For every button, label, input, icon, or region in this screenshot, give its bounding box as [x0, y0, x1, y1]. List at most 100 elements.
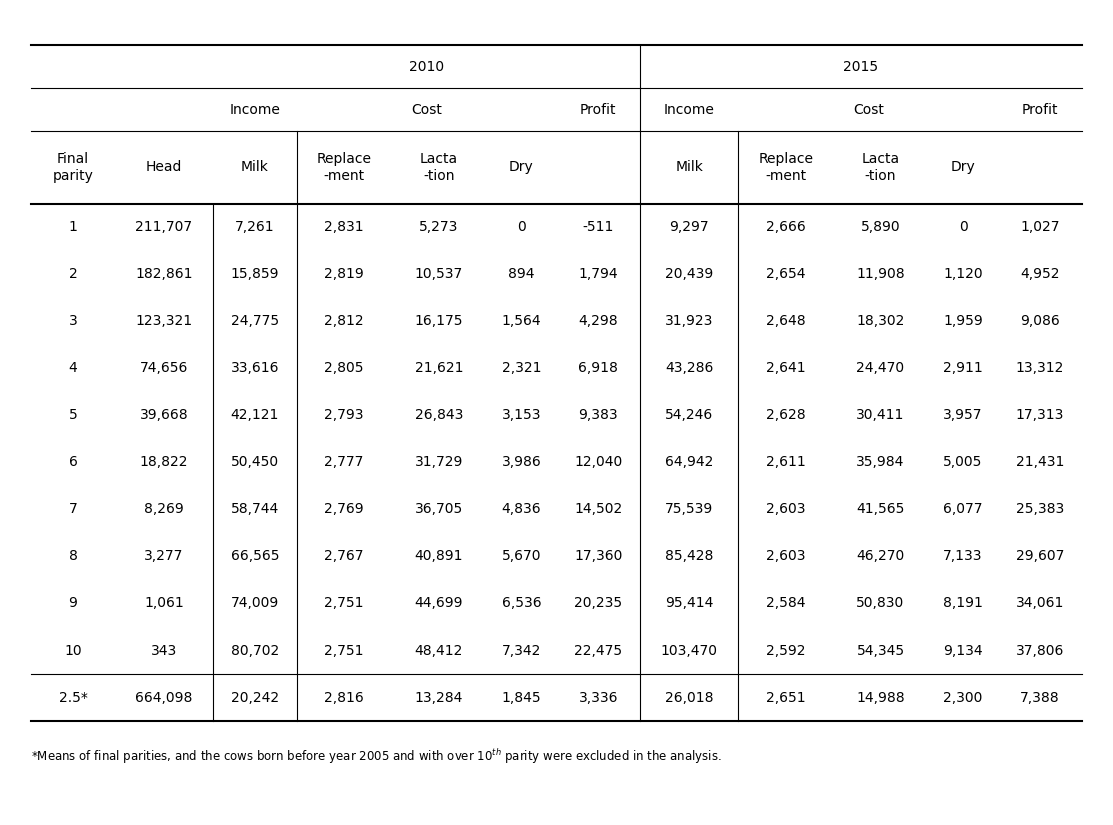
Text: 8: 8 [69, 549, 78, 563]
Text: 664,098: 664,098 [135, 691, 193, 705]
Text: 2,769: 2,769 [324, 502, 364, 516]
Text: 30,411: 30,411 [856, 408, 905, 422]
Text: 211,707: 211,707 [136, 220, 193, 234]
Text: 2,812: 2,812 [324, 314, 364, 328]
Text: Profit: Profit [1022, 103, 1058, 116]
Text: 7,261: 7,261 [235, 220, 275, 234]
Text: Cost: Cost [853, 103, 884, 116]
Text: Dry: Dry [951, 161, 975, 174]
Text: 8,269: 8,269 [144, 502, 184, 516]
Text: 3,986: 3,986 [502, 455, 541, 469]
Text: 25,383: 25,383 [1016, 502, 1064, 516]
Text: 7,133: 7,133 [944, 549, 983, 563]
Text: 182,861: 182,861 [135, 267, 193, 281]
Text: 7,342: 7,342 [502, 644, 541, 658]
Text: 1,027: 1,027 [1021, 220, 1060, 234]
Text: Cost: Cost [411, 103, 442, 116]
Text: 2,751: 2,751 [324, 596, 364, 610]
Text: 20,235: 20,235 [574, 596, 622, 610]
Text: 1: 1 [69, 220, 78, 234]
Text: 54,246: 54,246 [666, 408, 713, 422]
Text: 41,565: 41,565 [856, 502, 905, 516]
Text: 5,273: 5,273 [420, 220, 459, 234]
Text: 48,412: 48,412 [415, 644, 463, 658]
Text: 2,654: 2,654 [766, 267, 806, 281]
Text: Dry: Dry [509, 161, 534, 174]
Text: 80,702: 80,702 [230, 644, 279, 658]
Text: 2,666: 2,666 [766, 220, 806, 234]
Text: 0: 0 [958, 220, 967, 234]
Text: 4,952: 4,952 [1021, 267, 1060, 281]
Text: 50,830: 50,830 [856, 596, 905, 610]
Text: 2,641: 2,641 [766, 361, 806, 375]
Text: 0: 0 [518, 220, 525, 234]
Text: 17,360: 17,360 [574, 549, 622, 563]
Text: 20,242: 20,242 [230, 691, 279, 705]
Text: 66,565: 66,565 [230, 549, 279, 563]
Text: Income: Income [229, 103, 280, 116]
Text: 4,836: 4,836 [502, 502, 541, 516]
Text: 35,984: 35,984 [856, 455, 905, 469]
Text: Income: Income [663, 103, 715, 116]
Text: 2,651: 2,651 [766, 691, 806, 705]
Text: 9,383: 9,383 [579, 408, 618, 422]
Text: 22,475: 22,475 [574, 644, 622, 658]
Text: 34,061: 34,061 [1016, 596, 1064, 610]
Text: 1,959: 1,959 [943, 314, 983, 328]
Text: 9,086: 9,086 [1021, 314, 1060, 328]
Text: 13,284: 13,284 [415, 691, 463, 705]
Text: 123,321: 123,321 [136, 314, 193, 328]
Text: 6,077: 6,077 [944, 502, 983, 516]
Text: 5,890: 5,890 [860, 220, 900, 234]
Text: 10: 10 [65, 644, 81, 658]
Text: 24,775: 24,775 [230, 314, 279, 328]
Text: 50,450: 50,450 [230, 455, 279, 469]
Text: 6: 6 [69, 455, 78, 469]
Text: 2010: 2010 [408, 60, 444, 73]
Text: 17,313: 17,313 [1016, 408, 1064, 422]
Text: 31,923: 31,923 [666, 314, 713, 328]
Text: 3,277: 3,277 [145, 549, 184, 563]
Text: 2,793: 2,793 [324, 408, 364, 422]
Text: 24,470: 24,470 [856, 361, 905, 375]
Text: 43,286: 43,286 [666, 361, 713, 375]
Text: 54,345: 54,345 [856, 644, 905, 658]
Text: 14,502: 14,502 [574, 502, 622, 516]
Text: 7: 7 [69, 502, 78, 516]
Text: 6,536: 6,536 [502, 596, 541, 610]
Text: 3,336: 3,336 [579, 691, 618, 705]
Text: 4: 4 [69, 361, 78, 375]
Text: Replace
-ment: Replace -ment [758, 152, 814, 183]
Text: 2,767: 2,767 [324, 549, 364, 563]
Text: 2,584: 2,584 [766, 596, 806, 610]
Text: 26,018: 26,018 [664, 691, 713, 705]
Text: 10,537: 10,537 [415, 267, 463, 281]
Text: Lacta
-tion: Lacta -tion [861, 152, 899, 183]
Text: 42,121: 42,121 [230, 408, 279, 422]
Text: 1,845: 1,845 [502, 691, 541, 705]
Text: Final
parity: Final parity [52, 152, 93, 183]
Text: 2,819: 2,819 [324, 267, 364, 281]
Text: 1,061: 1,061 [144, 596, 184, 610]
Text: 7,388: 7,388 [1021, 691, 1060, 705]
Text: 44,699: 44,699 [414, 596, 463, 610]
Text: 5: 5 [69, 408, 78, 422]
Text: 74,009: 74,009 [230, 596, 279, 610]
Text: 31,729: 31,729 [415, 455, 463, 469]
Text: 2,603: 2,603 [766, 549, 806, 563]
Text: 2,592: 2,592 [766, 644, 806, 658]
Text: Head: Head [146, 161, 183, 174]
Text: 2,831: 2,831 [324, 220, 364, 234]
Text: 16,175: 16,175 [414, 314, 463, 328]
Text: 1,564: 1,564 [502, 314, 541, 328]
Text: 343: 343 [150, 644, 177, 658]
Text: 18,302: 18,302 [856, 314, 905, 328]
Text: -511: -511 [582, 220, 614, 234]
Text: 21,431: 21,431 [1016, 455, 1064, 469]
Text: 33,616: 33,616 [230, 361, 279, 375]
Text: 74,656: 74,656 [140, 361, 188, 375]
Text: 40,891: 40,891 [414, 549, 463, 563]
Text: 2,300: 2,300 [944, 691, 983, 705]
Text: 2: 2 [69, 267, 78, 281]
Text: 2,321: 2,321 [502, 361, 541, 375]
